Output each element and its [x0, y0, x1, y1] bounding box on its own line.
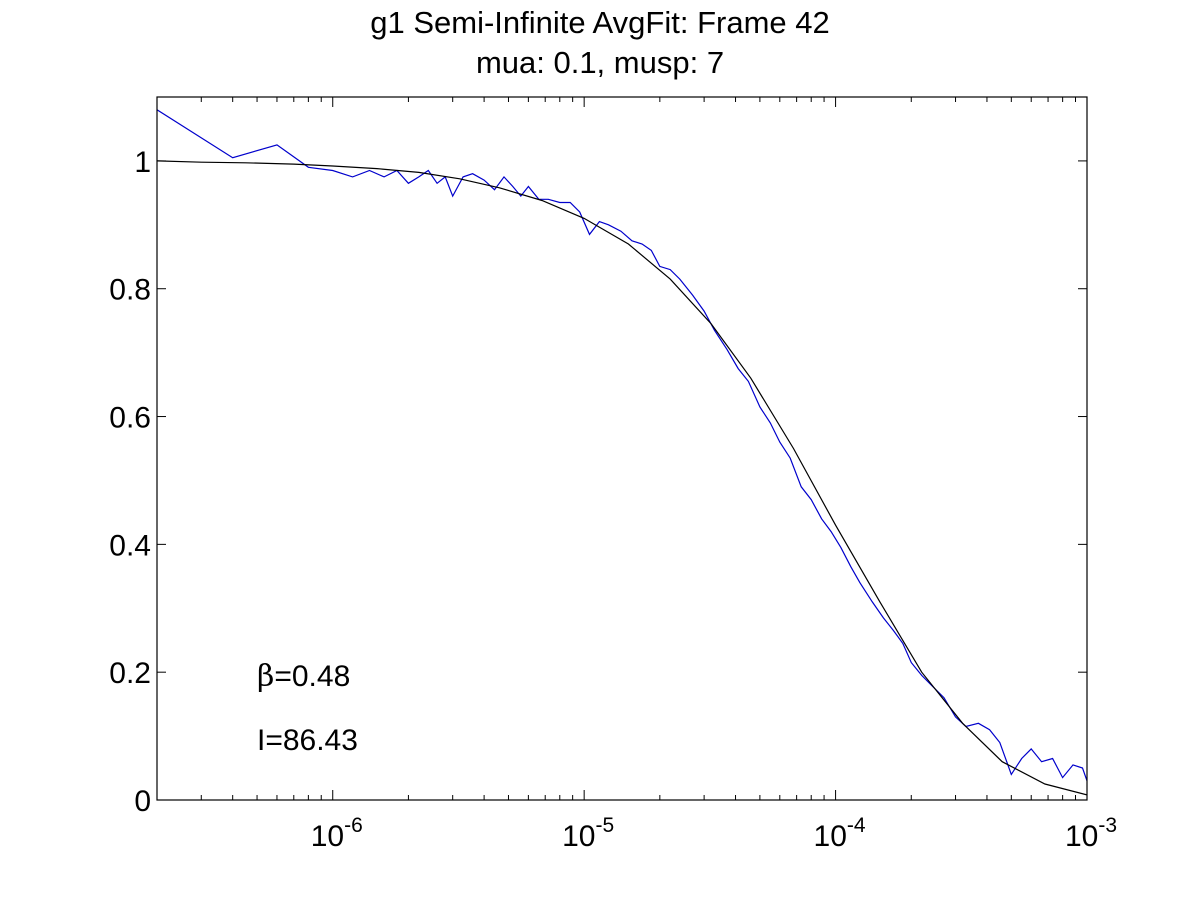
series-layer [157, 109, 1087, 796]
axes-box [156, 96, 1088, 801]
y-tick-label: 0.4 [109, 529, 151, 562]
chart-subtitle: mua: 0.1, musp: 7 [475, 45, 725, 80]
intensity-annotation: I=86.43 [257, 724, 358, 757]
y-tick-label: 0 [134, 785, 151, 818]
ticks-layer [157, 97, 1088, 801]
chart-title: g1 Semi-Infinite AvgFit: Frame 42 [370, 5, 830, 40]
x-tick-label: 10-6 [311, 814, 363, 853]
y-tick-label: 0.6 [109, 402, 151, 435]
beta-annotation: β=0.48 [257, 659, 350, 694]
x-tick-label: 10-4 [814, 814, 866, 853]
y-tick-label: 0.8 [109, 274, 151, 307]
x-tick-label: 10-5 [562, 814, 614, 853]
measured-series-line [157, 109, 1087, 781]
y-tick-label: 1 [134, 146, 151, 179]
fit-series-line [157, 160, 1087, 796]
x-tick-label: 10-3 [1065, 814, 1117, 853]
annotation-layer: β=0.48 I=86.43 [257, 659, 358, 757]
labels-layer: 0 0.2 0.4 0.6 0.8 1 10-6 10-5 10-4 10-3 [109, 146, 1117, 853]
y-tick-label: 0.2 [109, 657, 151, 690]
